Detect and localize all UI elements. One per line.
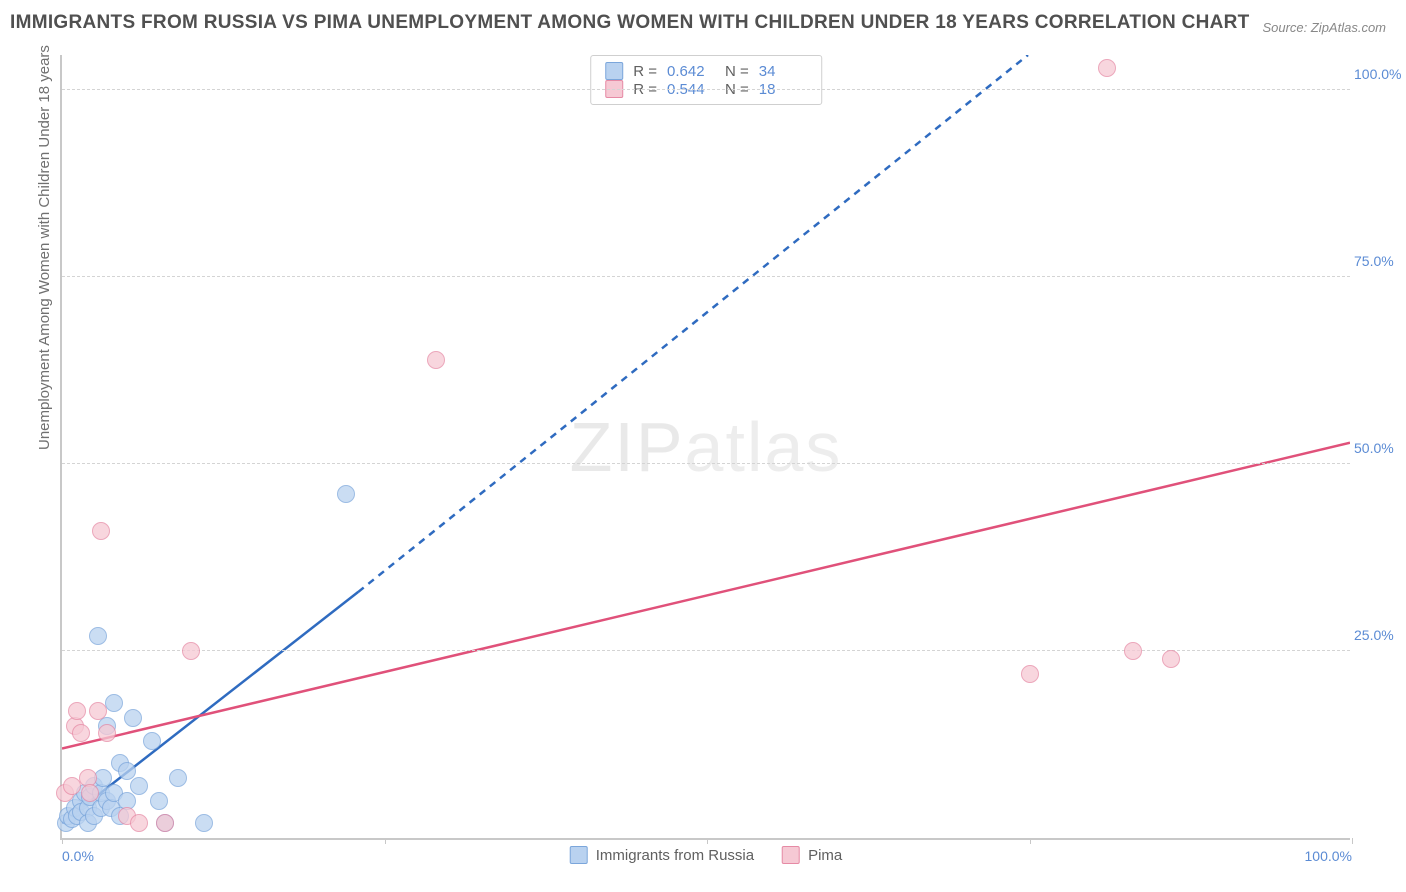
scatter-point xyxy=(105,694,123,712)
legend-swatch xyxy=(782,846,800,864)
series-legend: Immigrants from Russia Pima xyxy=(570,846,843,864)
scatter-point xyxy=(89,627,107,645)
y-tick-label: 75.0% xyxy=(1354,253,1404,269)
scatter-point xyxy=(1021,665,1039,683)
gridline-h xyxy=(62,650,1350,651)
watermark: ZIPatlas xyxy=(570,407,843,487)
scatter-point xyxy=(182,642,200,660)
y-tick-label: 100.0% xyxy=(1354,66,1404,82)
watermark-thin: atlas xyxy=(685,408,843,486)
scatter-point xyxy=(89,702,107,720)
scatter-point xyxy=(72,724,90,742)
x-tick xyxy=(707,838,708,844)
scatter-point xyxy=(1098,59,1116,77)
scatter-point xyxy=(427,351,445,369)
stat-n-label: N = xyxy=(725,63,749,80)
gridline-h xyxy=(62,463,1350,464)
scatter-point xyxy=(143,732,161,750)
scatter-point xyxy=(156,814,174,832)
legend-label: Pima xyxy=(808,847,842,864)
scatter-point xyxy=(1124,642,1142,660)
legend-label: Immigrants from Russia xyxy=(596,847,754,864)
x-tick xyxy=(62,838,63,844)
x-tick-label: 100.0% xyxy=(1305,848,1352,864)
chart-plot-area: ZIPatlas R =0.642N =34R =0.544N =18 Immi… xyxy=(60,55,1350,840)
legend-swatch xyxy=(570,846,588,864)
x-tick-label: 0.0% xyxy=(62,848,94,864)
stat-n-value: 34 xyxy=(759,63,807,80)
scatter-point xyxy=(150,792,168,810)
scatter-point xyxy=(124,709,142,727)
legend-item: Pima xyxy=(782,846,842,864)
scatter-point xyxy=(130,814,148,832)
stat-r-label: R = xyxy=(633,63,657,80)
scatter-point xyxy=(118,762,136,780)
scatter-point xyxy=(98,724,116,742)
scatter-point xyxy=(130,777,148,795)
scatter-point xyxy=(169,769,187,787)
legend-swatch xyxy=(605,62,623,80)
y-tick-label: 25.0% xyxy=(1354,627,1404,643)
chart-title: IMMIGRANTS FROM RUSSIA VS PIMA UNEMPLOYM… xyxy=(10,12,1250,34)
x-tick xyxy=(1352,838,1353,844)
stat-r-value: 0.642 xyxy=(667,63,715,80)
gridline-h xyxy=(62,276,1350,277)
scatter-point xyxy=(92,522,110,540)
scatter-point xyxy=(1162,650,1180,668)
x-tick xyxy=(385,838,386,844)
legend-item: Immigrants from Russia xyxy=(570,846,754,864)
watermark-bold: ZIP xyxy=(570,408,685,486)
x-tick xyxy=(1030,838,1031,844)
scatter-point xyxy=(337,485,355,503)
y-axis-label: Unemployment Among Women with Children U… xyxy=(36,45,53,450)
source-attribution: Source: ZipAtlas.com xyxy=(1262,20,1386,35)
gridline-h xyxy=(62,89,1350,90)
scatter-point xyxy=(195,814,213,832)
trend-line xyxy=(358,55,1028,592)
trend-lines-layer xyxy=(62,55,1350,838)
scatter-point xyxy=(68,702,86,720)
scatter-point xyxy=(81,784,99,802)
stats-legend: R =0.642N =34R =0.544N =18 xyxy=(590,55,822,105)
stats-legend-row: R = 0.642 N = 34 xyxy=(605,62,807,80)
trend-line xyxy=(62,443,1350,749)
y-tick-label: 50.0% xyxy=(1354,440,1404,456)
